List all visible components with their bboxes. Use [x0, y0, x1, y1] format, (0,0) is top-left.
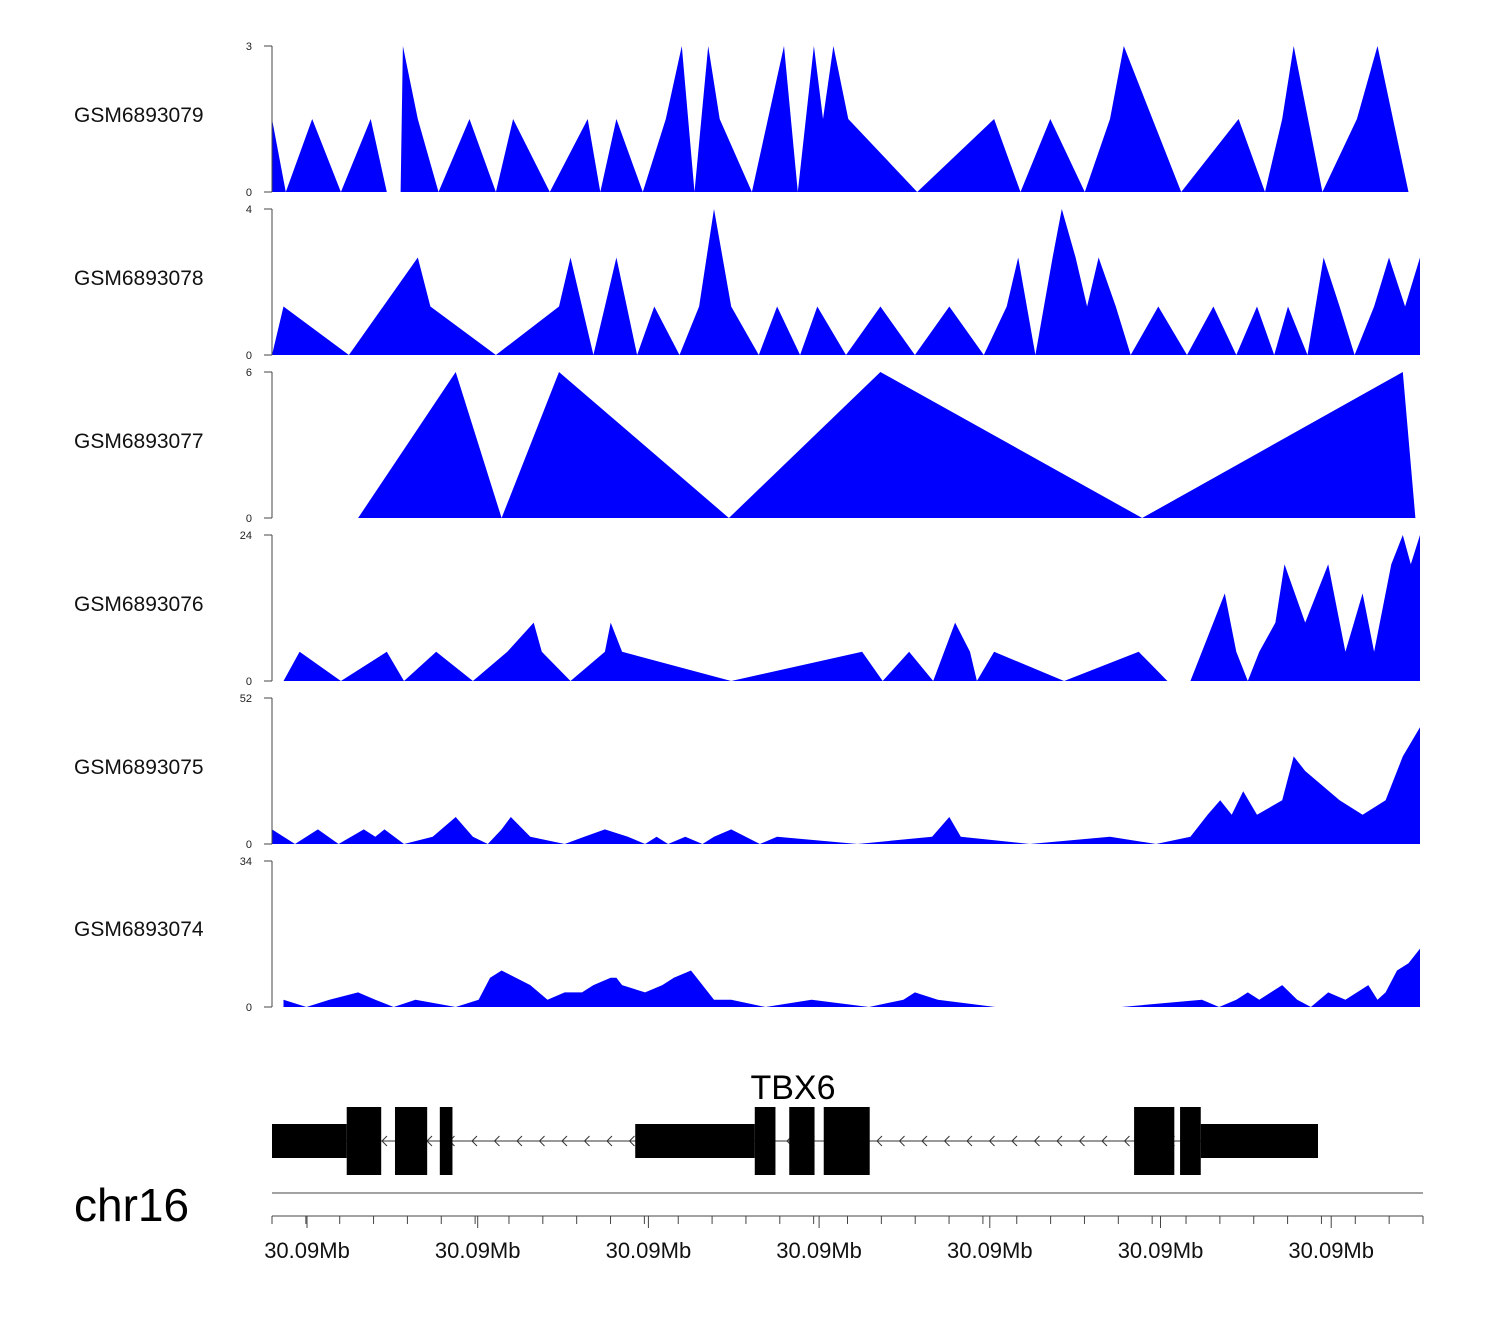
strand-arrow: [471, 1135, 478, 1147]
gene-exon-8: [1180, 1107, 1201, 1175]
strand-arrow: [1033, 1135, 1040, 1147]
gene-exon-6: [823, 1107, 870, 1175]
strand-arrow: [1101, 1135, 1108, 1147]
x-tick-label: 30.09Mb: [1118, 1238, 1204, 1263]
strand-arrow: [921, 1135, 928, 1147]
strand-arrow: [1078, 1135, 1085, 1147]
y-tick-label-max-4: 24: [240, 530, 252, 542]
coverage-area-5: [272, 698, 1420, 844]
strand-arrow: [1123, 1135, 1130, 1147]
strand-arrow: [1056, 1135, 1063, 1147]
y-tick-label-max-6: 34: [240, 856, 252, 868]
track-label-1: GSM6893079: [74, 104, 204, 127]
y-tick-label-max-1: 3: [246, 41, 252, 53]
gene-exon-1: [346, 1107, 382, 1175]
x-tick-label: 30.09Mb: [264, 1238, 350, 1263]
x-tick-label: 30.09Mb: [947, 1238, 1033, 1263]
gene-utr-block-3: [1200, 1124, 1318, 1158]
strand-arrow: [628, 1135, 635, 1147]
y-tick-label-max-3: 6: [246, 367, 252, 379]
y-tick-label-max-5: 52: [240, 693, 252, 705]
track-label-5: GSM6893075: [74, 756, 204, 779]
strand-arrow: [583, 1135, 590, 1147]
gene-utr-block-1: [272, 1124, 347, 1158]
track-label-3: GSM6893077: [74, 430, 204, 453]
x-tick-label: 30.09Mb: [1288, 1238, 1374, 1263]
track-label-2: GSM6893078: [74, 267, 204, 290]
strand-arrow: [493, 1135, 500, 1147]
y-tick-label-min-3: 0: [246, 513, 252, 525]
y-tick-label-min-5: 0: [246, 839, 252, 851]
coverage-area-4: [283, 535, 1420, 681]
strand-arrow: [381, 1135, 388, 1147]
gene-utr-block-2: [635, 1124, 755, 1158]
strand-arrow: [943, 1135, 950, 1147]
strand-arrow: [561, 1135, 568, 1147]
coverage-area-2: [272, 209, 1420, 355]
coverage-area-1: [272, 46, 1409, 192]
track-label-4: GSM6893076: [74, 593, 204, 616]
coverage-area-6: [283, 912, 1420, 1007]
gene-exon-7: [1134, 1107, 1175, 1175]
strand-arrow: [606, 1135, 613, 1147]
gene-exon-2: [394, 1107, 428, 1175]
strand-arrow: [1011, 1135, 1018, 1147]
y-tick-label-min-2: 0: [246, 350, 252, 362]
strand-arrow: [898, 1135, 905, 1147]
chromosome-label: chr16: [74, 1179, 190, 1231]
strand-arrow: [516, 1135, 523, 1147]
y-tick-label-min-1: 0: [246, 187, 252, 199]
strand-arrow: [988, 1135, 995, 1147]
gene-exon-5: [789, 1107, 815, 1175]
track-label-6: GSM6893074: [74, 918, 204, 941]
gene-exon-4: [754, 1107, 776, 1175]
y-tick-label-max-2: 4: [246, 204, 252, 216]
y-tick-label-min-6: 0: [246, 1002, 252, 1014]
y-tick-label-min-4: 0: [246, 676, 252, 688]
gene-exon-3: [439, 1107, 453, 1175]
strand-arrow: [538, 1135, 545, 1147]
gene-name-label: TBX6: [750, 1069, 835, 1107]
strand-arrow: [966, 1135, 973, 1147]
x-tick-label: 30.09Mb: [435, 1238, 521, 1263]
strand-arrow: [876, 1135, 883, 1147]
coverage-area-3: [358, 372, 1416, 518]
x-tick-label: 30.09Mb: [606, 1238, 692, 1263]
x-tick-label: 30.09Mb: [776, 1238, 862, 1263]
